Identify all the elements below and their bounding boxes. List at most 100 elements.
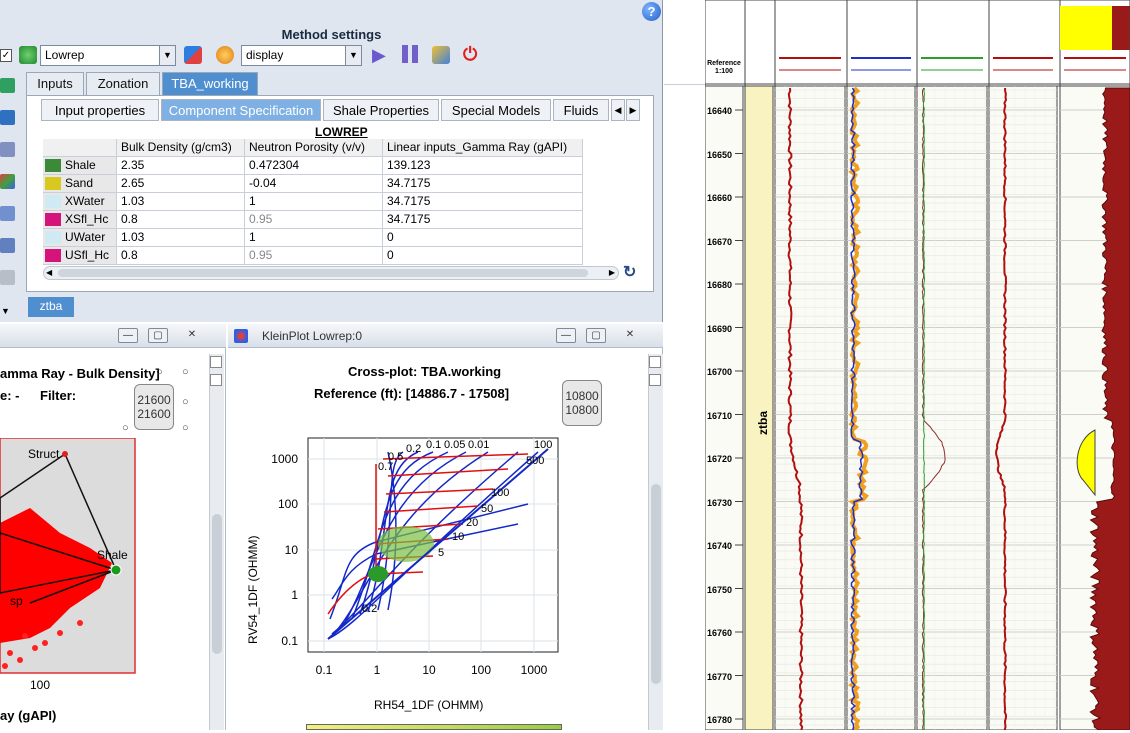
neutron-curve bbox=[847, 86, 870, 732]
subtab-input-properties[interactable]: Input properties bbox=[41, 99, 159, 121]
tab-inputs[interactable]: Inputs bbox=[26, 72, 84, 95]
window-title: KleinPlot Lowrep:0 bbox=[262, 329, 363, 343]
table-cell[interactable]: 0.95 bbox=[245, 247, 383, 265]
filter-icon[interactable] bbox=[0, 238, 15, 253]
table-cell[interactable]: 34.7175 bbox=[383, 193, 583, 211]
row-header[interactable]: XSfl_Hc bbox=[43, 211, 117, 229]
table-cell[interactable]: 1.03 bbox=[117, 193, 245, 211]
chevron-left-icon[interactable]: ◀ bbox=[46, 268, 53, 277]
struct-endpoint[interactable] bbox=[62, 451, 68, 457]
table-icon[interactable] bbox=[0, 142, 15, 157]
point-count-spinner[interactable]: 10800 10800 bbox=[562, 380, 602, 426]
table-cell[interactable]: 2.35 bbox=[117, 157, 245, 175]
scroll-thumb[interactable] bbox=[58, 269, 588, 277]
close-icon[interactable]: ✕ bbox=[187, 329, 197, 340]
vertical-scrollbar[interactable] bbox=[648, 354, 663, 730]
table-cell[interactable]: 1 bbox=[245, 229, 383, 247]
y-tick: 0.1 bbox=[281, 634, 298, 648]
display-combo[interactable]: display ▼ bbox=[241, 45, 362, 66]
spin-handle-top[interactable]: ○ bbox=[156, 366, 163, 378]
table-cell[interactable]: 34.7175 bbox=[383, 175, 583, 193]
table-cell[interactable]: 0.95 bbox=[245, 211, 383, 229]
depth-header-unit: 1:100 bbox=[715, 68, 733, 75]
cube-icon[interactable] bbox=[432, 46, 450, 64]
row-header[interactable]: USfl_Hc bbox=[43, 247, 117, 265]
chevron-right-icon[interactable]: ▶ bbox=[608, 268, 615, 277]
table-cell[interactable]: 0 bbox=[383, 247, 583, 265]
header-fill-swatch bbox=[1112, 6, 1130, 50]
reset-icon[interactable]: ↻ bbox=[623, 264, 637, 281]
table-cell[interactable]: 1 bbox=[245, 193, 383, 211]
kleinplot-window: KleinPlot Lowrep:0 — ▢ ✕ Cross-plot: TBA… bbox=[228, 324, 663, 730]
chevron-down-icon[interactable]: ▼ bbox=[1, 306, 10, 316]
table-cell[interactable]: 2.65 bbox=[117, 175, 245, 193]
spin-handle-bottom[interactable]: ○ bbox=[182, 422, 189, 434]
close-icon[interactable]: ✕ bbox=[625, 329, 635, 340]
curve-label: 50 bbox=[481, 503, 493, 515]
depth-label: 16750 bbox=[707, 584, 733, 595]
subtab-shale-properties[interactable]: Shale Properties bbox=[323, 99, 439, 121]
row-header[interactable]: XWater bbox=[43, 193, 117, 211]
spin-bottom-value: 10800 bbox=[565, 403, 599, 417]
maximize-icon[interactable]: ▢ bbox=[586, 328, 606, 343]
minimize-icon[interactable]: — bbox=[118, 328, 138, 343]
power-icon[interactable]: ⏻ bbox=[463, 44, 478, 64]
tab-tba-working[interactable]: TBA_working bbox=[162, 72, 258, 95]
sort-icon[interactable] bbox=[0, 206, 15, 221]
refresh-icon[interactable] bbox=[0, 78, 15, 93]
depth-label: 16730 bbox=[707, 497, 733, 508]
point-count-spinner[interactable]: 21600 21600 bbox=[134, 384, 174, 430]
spin-handle-left[interactable]: ○ bbox=[122, 422, 129, 434]
minimize-icon[interactable]: — bbox=[556, 328, 576, 343]
maximize-icon[interactable]: ▢ bbox=[148, 328, 168, 343]
vertical-scrollbar[interactable] bbox=[209, 354, 224, 730]
chevron-down-icon[interactable]: ▼ bbox=[345, 46, 361, 65]
table-cell[interactable]: 0 bbox=[383, 229, 583, 247]
model-combo[interactable]: Lowrep ▼ bbox=[40, 45, 176, 66]
x-tick-label: 100 bbox=[30, 678, 51, 692]
curve-label: 500 bbox=[526, 455, 544, 467]
row-header[interactable]: UWater bbox=[43, 229, 117, 247]
subtab-special-models[interactable]: Special Models bbox=[441, 99, 551, 121]
save-icon[interactable] bbox=[0, 110, 15, 125]
help-icon[interactable]: ? bbox=[642, 2, 661, 21]
panel-toggle-icon[interactable] bbox=[649, 356, 661, 368]
chevron-down-icon[interactable]: ▼ bbox=[159, 46, 175, 65]
palette-icon[interactable] bbox=[0, 174, 15, 189]
tab-ztba[interactable]: ztba bbox=[28, 297, 74, 317]
pause-icon[interactable] bbox=[402, 45, 418, 63]
table-cell[interactable]: 0.8 bbox=[117, 211, 245, 229]
method-settings-window: Method settings ? ✓ Lowrep ▼ display ▼ ▶… bbox=[0, 0, 663, 322]
resistivity-curve-2 bbox=[922, 87, 926, 731]
model-combo-value: Lowrep bbox=[45, 48, 85, 62]
tab-zonation[interactable]: Zonation bbox=[86, 72, 160, 95]
enable-checkbox[interactable]: ✓ bbox=[0, 49, 12, 62]
component-table: Bulk Density (g/cm3) Neutron Porosity (v… bbox=[43, 139, 583, 265]
table-cell[interactable]: 0.472304 bbox=[245, 157, 383, 175]
spin-handle-mid[interactable]: ○ bbox=[182, 396, 189, 408]
spin-handle-right[interactable]: ○ bbox=[182, 366, 189, 378]
scroll-thumb[interactable] bbox=[651, 484, 661, 684]
row-header[interactable]: Sand bbox=[43, 175, 117, 193]
row-header[interactable]: Shale bbox=[43, 157, 117, 175]
settings-icon[interactable] bbox=[0, 270, 15, 285]
chart-icon[interactable] bbox=[184, 46, 202, 64]
panel-toggle-icon[interactable] bbox=[210, 356, 222, 368]
subtab-fluids[interactable]: Fluids bbox=[553, 99, 609, 121]
table-cell[interactable]: 139.123 bbox=[383, 157, 583, 175]
play-icon[interactable]: ▶ bbox=[372, 45, 386, 65]
panel-toggle-icon[interactable] bbox=[210, 374, 222, 386]
panel-toggle-icon[interactable] bbox=[649, 374, 661, 386]
chevron-right-icon[interactable]: ▶ bbox=[626, 99, 640, 121]
table-cell[interactable]: 34.7175 bbox=[383, 211, 583, 229]
horizontal-scrollbar[interactable]: ◀ ▶ bbox=[43, 266, 619, 280]
table-cell[interactable]: -0.04 bbox=[245, 175, 383, 193]
table-cell[interactable]: 0.8 bbox=[117, 247, 245, 265]
refresh-icon[interactable] bbox=[216, 46, 234, 64]
table-cell[interactable]: 1.03 bbox=[117, 229, 245, 247]
scroll-thumb[interactable] bbox=[212, 514, 222, 654]
shale-endpoint[interactable] bbox=[110, 564, 122, 576]
shale-label: Shale bbox=[97, 548, 128, 562]
chevron-left-icon[interactable]: ◀ bbox=[611, 99, 625, 121]
subtab-component-specification[interactable]: Component Specification bbox=[161, 99, 321, 121]
